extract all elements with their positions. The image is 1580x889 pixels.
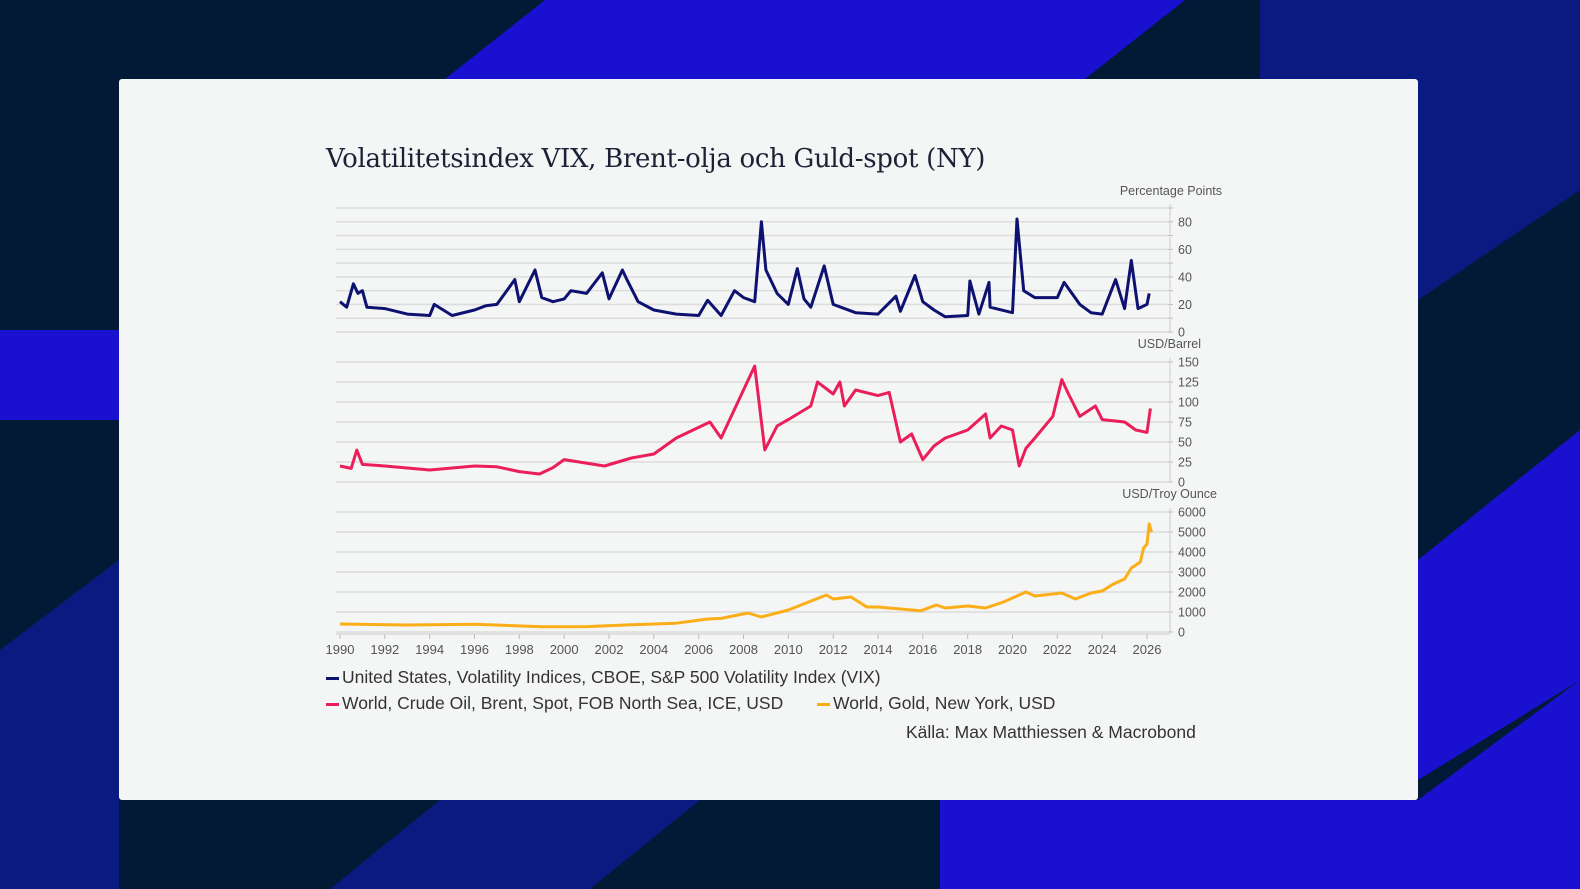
y-tick-label: 125	[1178, 376, 1199, 390]
axis-unit-label: Percentage Points	[1120, 184, 1222, 198]
y-tick-label: 2000	[1178, 586, 1206, 600]
y-tick-label: 40	[1178, 270, 1192, 284]
x-tick-label: 1998	[505, 642, 534, 657]
axis-unit-label: USD/Barrel	[1138, 337, 1201, 351]
x-tick-label: 2014	[864, 642, 893, 657]
legend-label: World, Crude Oil, Brent, Spot, FOB North…	[342, 693, 784, 713]
y-tick-label: 100	[1178, 396, 1199, 410]
y-tick-label: 1000	[1178, 606, 1206, 620]
y-tick-label: 0	[1178, 326, 1185, 340]
series-line-brent	[339, 364, 1152, 476]
x-tick-label: 2008	[729, 642, 758, 657]
x-tick-label: 1992	[370, 642, 399, 657]
chart-title: Volatilitetsindex VIX, Brent-olja och Gu…	[326, 144, 986, 174]
legend-item-vix: United States, Volatility Indices, CBOE,…	[326, 667, 881, 688]
x-tick-label: 2000	[550, 642, 579, 657]
y-tick-label: 80	[1178, 215, 1192, 229]
x-tick-label: 2006	[684, 642, 713, 657]
x-tick-label: 2016	[908, 642, 937, 657]
y-tick-label: 75	[1178, 416, 1192, 430]
series-line-gold	[339, 522, 1153, 629]
x-tick-label: 2012	[819, 642, 848, 657]
x-tick-label: 2024	[1088, 642, 1117, 657]
legend-swatch-gold	[817, 702, 830, 706]
y-tick-label: 6000	[1178, 506, 1206, 520]
axis-unit-label: USD/Troy Ounce	[1122, 487, 1217, 501]
y-tick-label: 50	[1178, 436, 1192, 450]
y-tick-label: 4000	[1178, 546, 1206, 560]
x-tick-label: 1996	[460, 642, 489, 657]
y-tick-label: 25	[1178, 456, 1192, 470]
y-tick-label: 0	[1178, 476, 1185, 490]
legend-swatch-vix	[326, 676, 339, 680]
y-tick-label: 150	[1178, 356, 1199, 370]
x-tick-label: 2020	[998, 642, 1027, 657]
legend-item-brent: World, Crude Oil, Brent, Spot, FOB North…	[326, 693, 783, 714]
legend-label: World, Gold, New York, USD	[833, 693, 1056, 713]
x-tick-label: 1994	[415, 642, 444, 657]
legend-swatch-brent	[326, 702, 339, 706]
source-note: Källa: Max Matthiessen & Macrobond	[906, 722, 1196, 742]
y-tick-label: 3000	[1178, 566, 1206, 580]
series-line-vix	[339, 217, 1151, 319]
x-tick-label: 2004	[639, 642, 668, 657]
x-tick-label: 2022	[1043, 642, 1072, 657]
y-tick-label: 20	[1178, 298, 1192, 312]
y-tick-label: 60	[1178, 243, 1192, 257]
x-tick-label: 2002	[595, 642, 624, 657]
y-tick-label: 0	[1178, 626, 1185, 640]
x-tick-label: 2018	[953, 642, 982, 657]
legend-item-gold: World, Gold, New York, USD	[817, 693, 1055, 714]
x-tick-label: 2026	[1133, 642, 1162, 657]
legend-label: United States, Volatility Indices, CBOE,…	[342, 667, 881, 687]
y-tick-label: 5000	[1178, 526, 1206, 540]
x-tick-label: 1990	[326, 642, 355, 657]
x-tick-label: 2010	[774, 642, 803, 657]
